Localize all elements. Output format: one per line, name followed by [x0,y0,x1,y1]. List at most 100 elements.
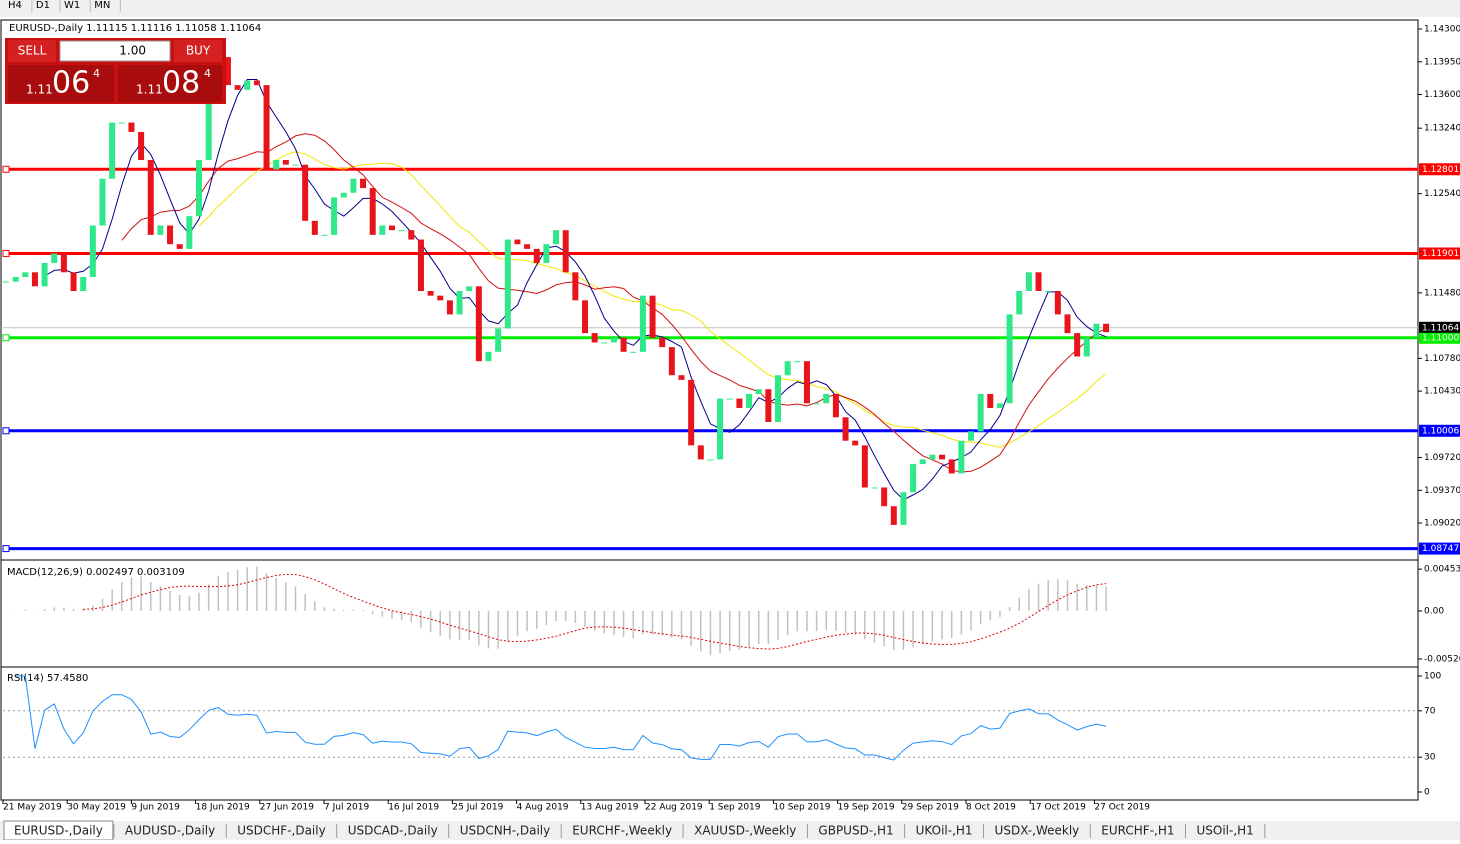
candle-body [456,290,463,315]
candle-body [939,454,946,460]
y-tick-label: 1.13950 [1424,57,1460,67]
chart-tab[interactable]: EURUSD-,Daily [14,824,103,838]
moving-average [44,79,1107,501]
candle-body [929,454,936,460]
candle-body [977,393,984,432]
lot-value[interactable]: 1.00 [119,44,146,58]
candle-body [688,379,695,446]
timeframe-tab[interactable]: H4 [8,0,22,11]
bid-main: 06 [52,66,90,101]
candle-body [1093,323,1100,338]
candle-body [80,276,87,291]
candle-body [205,85,212,161]
candle-body [157,225,164,235]
level-label: 1.08747 [1422,544,1459,554]
chart-tab[interactable]: USDX-,Weekly [995,824,1080,838]
candle-body [128,122,135,132]
candle-body [726,398,733,400]
bid-fraction: 4 [93,67,100,80]
timeframe-tab[interactable]: MN [94,0,110,11]
buy-label[interactable]: BUY [186,44,211,58]
candle-body [389,225,395,231]
candle-body [794,361,801,363]
level-label: 1.12801 [1422,165,1459,175]
chart-tab[interactable]: USDCHF-,Daily [237,824,325,838]
candle-body [610,337,617,343]
candle-body [118,122,125,124]
y-tick-label: 1.10430 [1424,387,1460,397]
candle-body [302,164,309,221]
candle-body [504,239,511,329]
candle-body [446,300,453,315]
chart-tab[interactable]: GBPUSD-,H1 [818,824,893,838]
buy-button[interactable] [174,40,222,62]
sell-button[interactable] [8,40,56,62]
y-tick-label: 1.09370 [1424,486,1460,496]
level-tag [1419,424,1460,437]
ask-prefix: 1.11 [136,83,163,97]
level-handle [2,334,10,342]
chart-tab[interactable]: AUDUSD-,Daily [125,824,215,838]
chart-tab[interactable]: USOil-,H1 [1197,824,1254,838]
candle-body [176,244,183,249]
candle-body [234,85,241,90]
candle-body [910,464,917,493]
candle-body [331,197,338,235]
y-tick-label: 1.13240 [1424,124,1460,134]
chart-tab[interactable]: XAUUSD-,Weekly [694,824,796,838]
timeframe-tab[interactable]: D1 [36,0,50,11]
candle-body [755,389,762,394]
level-tag [1419,542,1460,555]
candle-body [3,281,9,283]
candle-body [871,487,878,489]
sell-label[interactable]: SELL [18,44,47,58]
chart-title: EURUSD-,Daily 1.11115 1.11116 1.11058 1.… [9,23,261,34]
candle-body [861,445,868,488]
x-tick-label: 9 Jun 2019 [131,803,180,813]
tab-bar [0,821,1460,840]
lot-input[interactable] [59,40,171,62]
chart-tab[interactable]: UKOil-,H1 [916,824,973,838]
candle-body [321,234,328,236]
candle-body [408,230,415,240]
price-tag [1419,321,1460,333]
chart-tab[interactable]: EURCHF-,H1 [1101,824,1174,838]
candle-body [890,506,897,525]
x-tick-label: 27 Oct 2019 [1094,803,1150,813]
y-tick-label: 0 [1424,788,1430,798]
x-tick-label: 8 Oct 2019 [966,803,1016,813]
candle-body [70,272,77,291]
y-tick-label: 1.14300 [1424,25,1460,35]
candle-body [244,80,251,90]
candle-body [881,487,888,507]
chart-tab[interactable]: EURCHF-,Weekly [572,824,672,838]
level-handle [2,545,10,553]
chart-tab[interactable]: USDCAD-,Daily [348,824,438,838]
candle-body [533,248,540,263]
x-tick-label: 13 Aug 2019 [581,803,639,813]
ask-box[interactable] [118,65,222,102]
chart-tab[interactable]: USDCNH-,Daily [460,824,551,838]
level-tag [1419,247,1460,260]
x-tick-label: 27 Jun 2019 [260,803,314,813]
bid-box[interactable] [8,65,114,102]
candle-body [987,393,994,408]
candle-body [765,389,772,422]
timeframe-bar [0,0,1460,17]
candle-body [562,230,569,273]
ask-fraction: 4 [204,67,211,80]
x-tick-label: 10 Sep 2019 [773,803,830,813]
candle-body [582,300,588,334]
candle-body [1074,333,1081,357]
candle-body [1064,314,1071,334]
candle-body [89,225,96,277]
x-tick-label: 17 Oct 2019 [1030,803,1086,813]
candle-body [697,445,704,460]
candle-body [1016,290,1023,315]
candle-body [996,403,1003,408]
x-tick-label: 30 May 2019 [67,803,126,813]
timeframe-tab[interactable]: W1 [64,0,80,11]
candle-body [514,239,521,245]
candle-body [350,178,357,193]
